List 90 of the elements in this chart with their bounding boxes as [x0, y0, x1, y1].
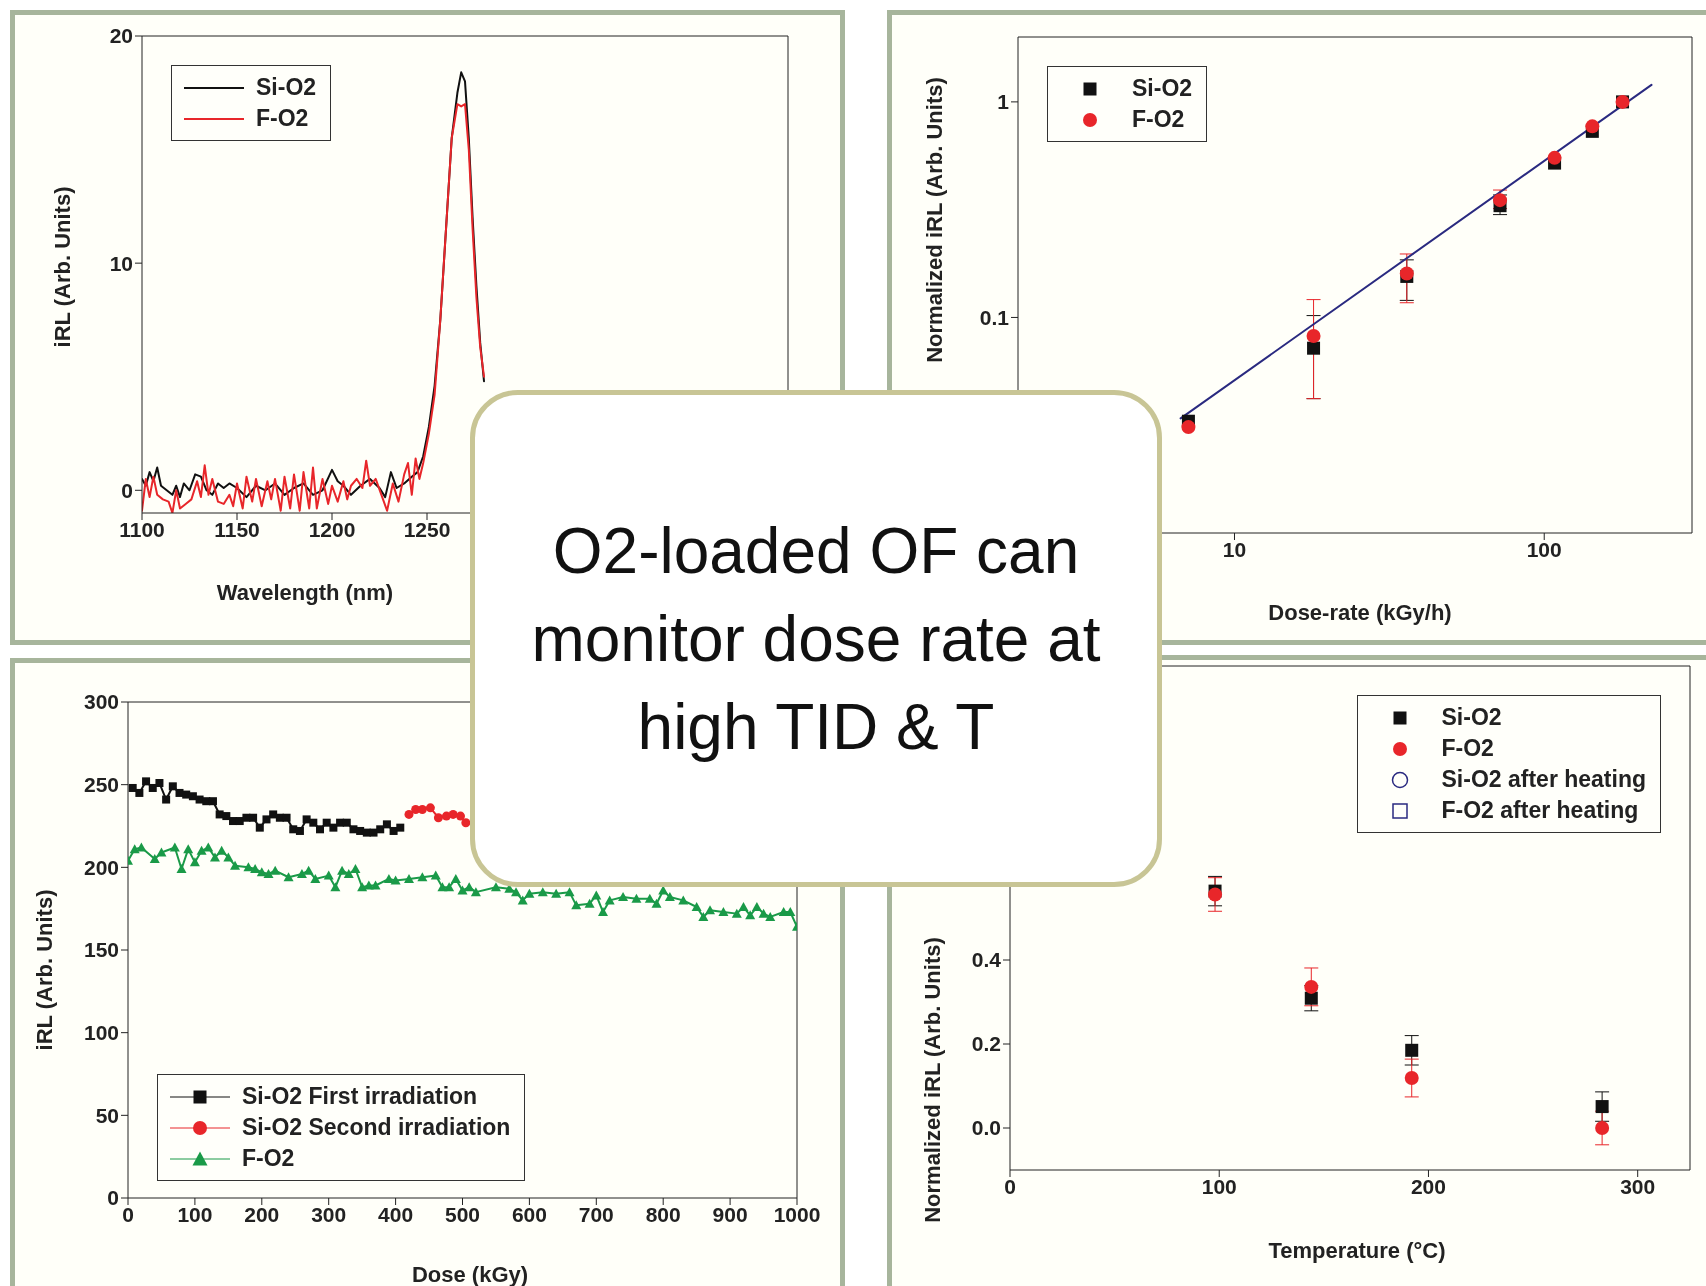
y-tick-label: 0.0	[971, 1116, 1001, 1140]
point	[249, 813, 258, 822]
y-tick-label: 20	[109, 24, 133, 48]
y-axis-title: iRL (Arb. Units)	[32, 889, 58, 1051]
legend-label: F-O2	[242, 1145, 295, 1172]
y-axis-title: iRL (Arb. Units)	[50, 186, 76, 348]
legend-label: F-O2	[1441, 735, 1494, 762]
x-axis-title: Dose (kGy)	[411, 1262, 529, 1286]
point	[455, 811, 465, 821]
y-tick-label: 0.1	[979, 305, 1010, 329]
text: O2-loaded OF can monitor dose rate at high TID & T	[531, 513, 1101, 765]
y-tick-label: 50	[95, 1103, 119, 1127]
y-tick-label: 250	[83, 773, 119, 797]
y-tick-label: 0.2	[971, 1032, 1001, 1056]
point	[316, 825, 324, 834]
y-axis-title: Normalized iRL (Arb. Units)	[920, 937, 946, 1223]
point	[289, 825, 298, 834]
x-tick-label: 1000	[773, 1202, 821, 1226]
y-axis-title: Normalized iRL (Arb. Units)	[922, 77, 948, 363]
x-tick-label: 800	[645, 1202, 681, 1226]
point	[1595, 1121, 1610, 1135]
legend-label: Si-O2 after heating	[1441, 766, 1646, 793]
point	[162, 795, 171, 804]
y-tick-label: 300	[83, 690, 119, 714]
x-axis-title: Temperature (°C)	[1268, 1238, 1446, 1264]
x-tick-label: 700	[578, 1202, 614, 1226]
point	[396, 823, 405, 832]
x-tick-label: 100	[1201, 1174, 1237, 1198]
y-tick-label: 0	[121, 478, 133, 502]
y-tick-label: 0.4	[971, 948, 1002, 972]
point	[222, 812, 231, 821]
y-tick-label: 100	[83, 1021, 119, 1045]
point	[417, 804, 427, 814]
point	[425, 803, 435, 813]
x-tick-label: 200	[244, 1202, 280, 1226]
point	[295, 826, 304, 835]
point	[309, 818, 318, 827]
y-tick-label: 10	[109, 251, 133, 275]
x-tick-label: 100	[177, 1202, 213, 1226]
point	[433, 813, 443, 823]
point	[461, 818, 471, 828]
x-tick-label: 1250	[403, 517, 451, 541]
x-tick-label: 1200	[308, 517, 356, 541]
point	[269, 810, 278, 819]
point	[1304, 991, 1318, 1005]
point	[1595, 1100, 1609, 1114]
x-tick-label: 300	[311, 1202, 347, 1226]
legend-label: F-O2 after heating	[1441, 797, 1639, 824]
point	[148, 783, 157, 792]
x-tick-label: 200	[1410, 1174, 1446, 1198]
point	[1405, 1043, 1419, 1057]
point	[208, 797, 217, 806]
point	[404, 809, 414, 819]
point	[168, 782, 177, 791]
point	[282, 813, 291, 822]
y-tick-label: 150	[83, 938, 119, 962]
legend-label: Si-O2 First irradiation	[242, 1083, 478, 1110]
legend-label: Si-O2	[256, 74, 317, 101]
point	[382, 820, 391, 829]
point	[322, 818, 331, 827]
x-tick-label: 1150	[214, 517, 260, 541]
x-axis-title: Wavelength (nm)	[216, 580, 394, 606]
point	[128, 783, 137, 792]
point	[135, 788, 144, 797]
point	[262, 815, 271, 824]
point	[255, 823, 264, 832]
point	[142, 777, 151, 786]
point	[1404, 1071, 1419, 1086]
y-tick-label: 1	[997, 90, 1010, 114]
x-tick-label: 500	[444, 1202, 481, 1226]
legend-label: Si-O2	[1441, 704, 1502, 731]
x-axis-title: Dose-rate (kGy/h)	[1268, 600, 1452, 626]
point	[349, 825, 358, 834]
x-tick-label: 300	[1620, 1174, 1656, 1198]
legend-label: F-O2	[256, 105, 309, 132]
point	[188, 792, 197, 801]
point	[376, 825, 385, 834]
x-tick-label: 400	[378, 1202, 414, 1226]
point	[1208, 887, 1223, 902]
legend-label: Si-O2	[1132, 75, 1193, 102]
x-tick-label: 900	[712, 1202, 748, 1226]
x-tick-label: 1100	[119, 517, 165, 541]
legend-label: F-O2	[1132, 106, 1185, 133]
point	[1304, 979, 1319, 994]
y-tick-label: 200	[83, 855, 119, 879]
point	[329, 823, 338, 832]
point	[155, 779, 164, 788]
point	[342, 818, 351, 827]
legend-label: Si-O2 Second irradiation	[242, 1114, 511, 1141]
x-tick-label: 600	[511, 1202, 547, 1226]
